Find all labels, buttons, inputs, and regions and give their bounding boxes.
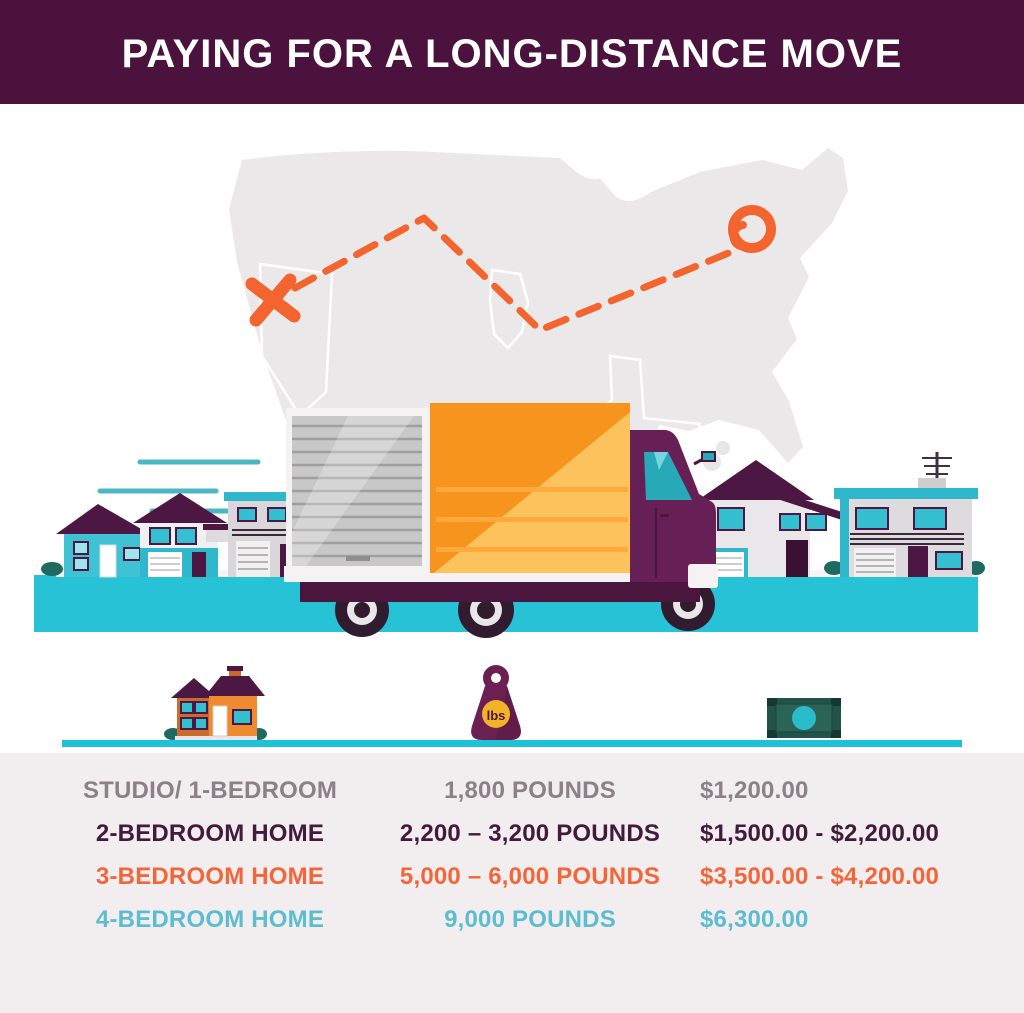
route-dashed-path <box>291 214 740 334</box>
home-size-cell: 4-BEDROOM HOME <box>95 906 325 933</box>
house-icon <box>164 666 267 740</box>
table-row: STUDIO/ 1-BEDROOM 1,800 POUNDS $1,200.00 <box>0 769 1024 812</box>
truck-rollup-door <box>292 416 422 566</box>
weight-cell: 1,800 POUNDS <box>444 777 616 804</box>
table-row: 3-BEDROOM HOME 5,000 – 6,000 POUNDS $3,5… <box>0 855 1024 898</box>
truck-box-panel <box>430 403 630 573</box>
home-size-cell: 3-BEDROOM HOME <box>95 863 325 890</box>
house-small-left <box>56 504 150 578</box>
route-end-circle-icon <box>728 205 776 253</box>
weight-cell: 9,000 POUNDS <box>444 906 616 933</box>
weight-cell: 2,200 – 3,200 POUNDS <box>399 820 661 847</box>
weight-lbs-label: lbs <box>487 708 506 723</box>
house-two-story-left <box>133 493 235 577</box>
weight-icon: lbs <box>471 665 521 740</box>
cost-cell: $1,200.00 <box>700 777 809 804</box>
cost-cell: $6,300.00 <box>700 906 809 933</box>
table-row: 4-BEDROOM HOME 9,000 POUNDS $6,300.00 <box>0 898 1024 941</box>
table-row: 2-BEDROOM HOME 2,200 – 3,200 POUNDS $1,5… <box>0 812 1024 855</box>
moving-truck <box>284 403 718 638</box>
home-size-cell: STUDIO/ 1-BEDROOM <box>82 777 338 804</box>
house-modern-right <box>834 452 978 577</box>
house-two-story-right <box>696 460 842 577</box>
weight-cell: 5,000 – 6,000 POUNDS <box>399 863 661 890</box>
truck-cab <box>630 430 718 588</box>
state-outline-illinois <box>488 268 530 350</box>
page-title: PAYING FOR A LONG-DISTANCE MOVE <box>121 32 903 76</box>
route <box>245 205 776 334</box>
header-banner: PAYING FOR A LONG-DISTANCE MOVE <box>0 0 1024 104</box>
money-icon <box>767 698 841 738</box>
cost-cell: $3,500.00 - $4,200.00 <box>700 863 940 890</box>
route-start-x-icon <box>245 273 301 327</box>
cost-cell: $1,500.00 - $2,200.00 <box>700 820 940 847</box>
state-outline-nevada <box>258 262 334 418</box>
illustration-scene <box>34 148 985 638</box>
home-size-cell: 2-BEDROOM HOME <box>95 820 325 847</box>
cost-table: STUDIO/ 1-BEDROOM 1,800 POUNDS $1,200.00… <box>0 753 1024 1013</box>
teal-divider-line <box>62 740 962 747</box>
